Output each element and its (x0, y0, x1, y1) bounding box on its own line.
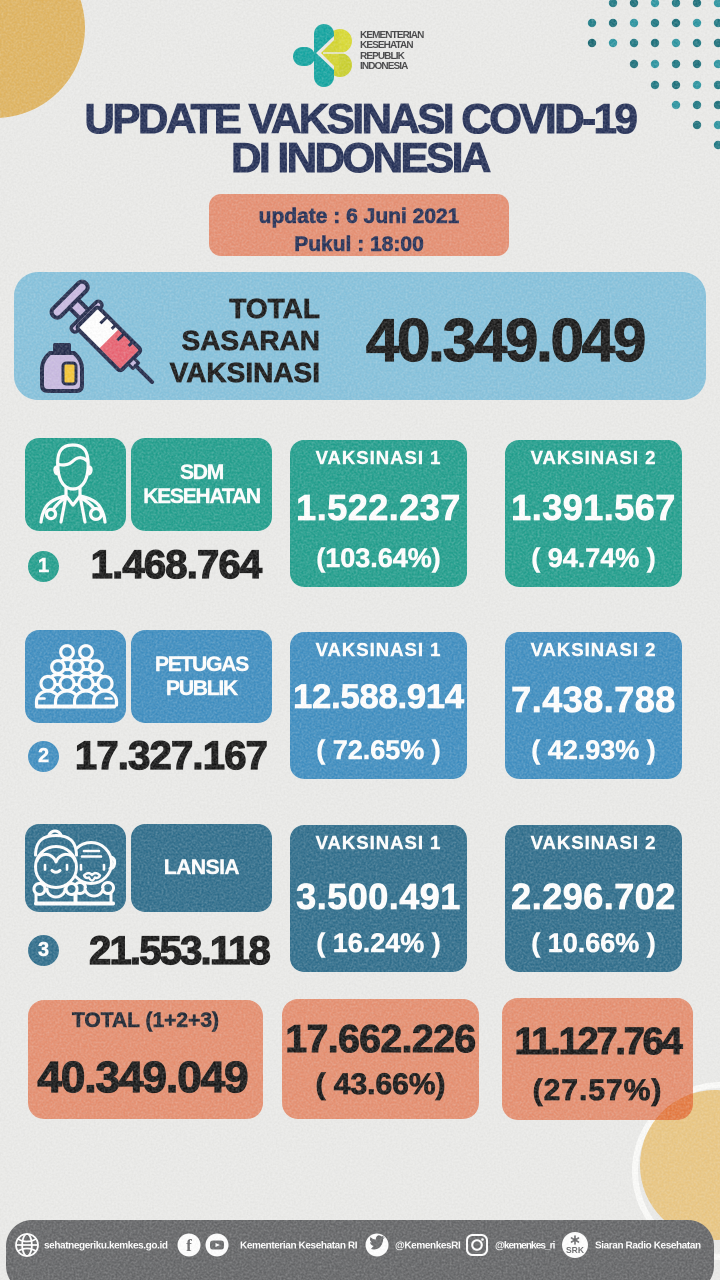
svg-text:@KemenkesRI: @KemenkesRI (395, 1241, 461, 1252)
svg-text:sehatnegeriku.kemkes.go.id: sehatnegeriku.kemkes.go.id (44, 1241, 168, 1252)
svg-text:@kemenkes_ri: @kemenkes_ri (495, 1241, 556, 1252)
svg-text:Siaran Radio Kesehatan: Siaran Radio Kesehatan (595, 1241, 701, 1252)
svg-text:SRK: SRK (566, 1245, 585, 1255)
svg-text:f: f (186, 1236, 192, 1255)
svg-text:Kementerian Kesehatan RI: Kementerian Kesehatan RI (240, 1241, 358, 1252)
